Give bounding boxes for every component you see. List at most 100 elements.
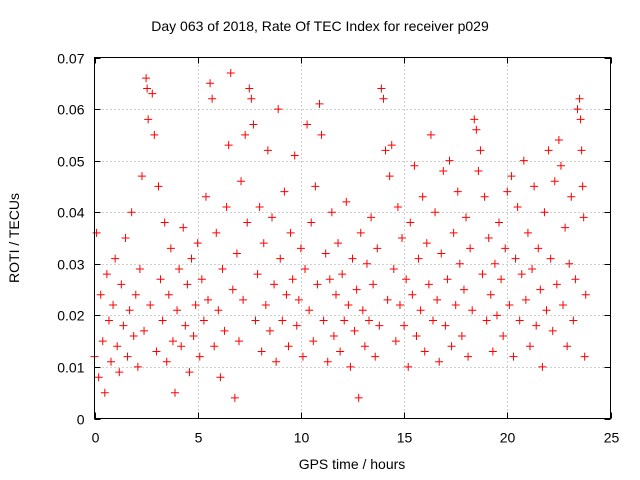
data-point: [127, 208, 136, 217]
data-point: [284, 342, 293, 351]
data-point: [311, 182, 320, 191]
data-point: [129, 331, 138, 340]
data-point: [453, 187, 462, 196]
data-point: [503, 187, 512, 196]
data-point: [251, 316, 260, 325]
data-point: [581, 290, 590, 299]
data-point: [422, 239, 431, 248]
data-point: [150, 130, 159, 139]
data-point: [472, 125, 481, 134]
data-point: [255, 203, 264, 212]
data-point: [352, 285, 361, 294]
data-point: [321, 249, 330, 258]
x-tick-label: 25: [604, 430, 620, 446]
data-point: [109, 301, 118, 310]
data-point: [369, 280, 378, 289]
data-point: [554, 136, 563, 145]
data-point: [515, 316, 524, 325]
data-point: [398, 234, 407, 242]
data-point: [142, 74, 151, 83]
data-point: [544, 146, 553, 155]
data-point: [480, 192, 489, 201]
data-point: [362, 259, 371, 268]
data-point: [354, 393, 363, 402]
data-point: [317, 130, 326, 139]
y-tick-label: 0.01: [57, 360, 84, 376]
data-point: [146, 301, 155, 310]
y-tick-label: 0.07: [57, 51, 84, 67]
data-point: [459, 285, 468, 294]
data-point: [135, 264, 144, 273]
data-point: [181, 321, 190, 330]
data-point: [556, 161, 565, 170]
x-tick-label: 10: [294, 430, 310, 446]
data-point: [393, 203, 402, 212]
data-point: [470, 115, 479, 124]
data-point: [280, 187, 289, 196]
y-axis-label: ROTI / TECUs: [6, 193, 22, 283]
data-point: [177, 342, 186, 351]
data-point: [329, 331, 338, 340]
data-point: [117, 280, 126, 289]
data-point: [228, 285, 237, 294]
data-point: [552, 280, 561, 289]
data-point: [218, 264, 227, 273]
data-point: [210, 342, 219, 351]
data-point: [102, 270, 111, 279]
data-point: [428, 316, 437, 325]
data-point: [197, 275, 206, 284]
data-point: [565, 259, 574, 268]
data-point: [371, 352, 380, 361]
data-point: [137, 172, 146, 181]
data-point: [100, 388, 109, 397]
data-point: [243, 218, 252, 227]
data-point: [414, 254, 423, 263]
data-point: [206, 79, 215, 88]
data-point: [115, 368, 124, 377]
data-point: [484, 234, 493, 242]
data-point: [576, 115, 585, 124]
data-point: [96, 290, 105, 299]
data-point: [379, 94, 388, 103]
data-point: [400, 321, 409, 330]
data-point: [375, 321, 384, 330]
x-tick-labels: 0 5 10 15 20 25: [92, 430, 620, 446]
data-point: [499, 331, 508, 340]
data-point: [191, 301, 200, 310]
data-point: [534, 244, 543, 253]
x-tick-label: 5: [195, 430, 203, 446]
data-point: [239, 295, 248, 304]
data-point: [350, 326, 359, 335]
data-point: [183, 280, 192, 289]
data-point: [433, 295, 442, 304]
y-tick-label: 0.06: [57, 102, 84, 118]
data-point: [133, 362, 142, 371]
data-point: [455, 259, 464, 268]
data-point: [298, 352, 307, 361]
data-point: [559, 301, 568, 310]
data-point: [170, 388, 179, 397]
data-point: [526, 342, 535, 351]
data-point: [441, 321, 450, 330]
data-point: [348, 254, 357, 263]
data-point: [563, 342, 572, 351]
data-point: [214, 306, 223, 315]
data-point: [383, 295, 392, 304]
data-point: [261, 301, 270, 310]
data-point: [561, 223, 570, 232]
data-point: [259, 239, 268, 248]
data-point: [476, 146, 485, 155]
axis-ticks: [94, 57, 612, 420]
data-point: [303, 120, 312, 129]
data-point: [113, 342, 122, 351]
data-point: [528, 264, 537, 273]
data-point: [140, 326, 149, 335]
data-point: [334, 239, 343, 248]
data-point: [144, 115, 153, 124]
y-tick-label: 0.05: [57, 154, 84, 170]
data-point: [193, 239, 202, 248]
data-point: [234, 337, 243, 346]
data-point: [575, 94, 584, 103]
data-point: [542, 306, 551, 315]
data-point: [517, 270, 526, 279]
